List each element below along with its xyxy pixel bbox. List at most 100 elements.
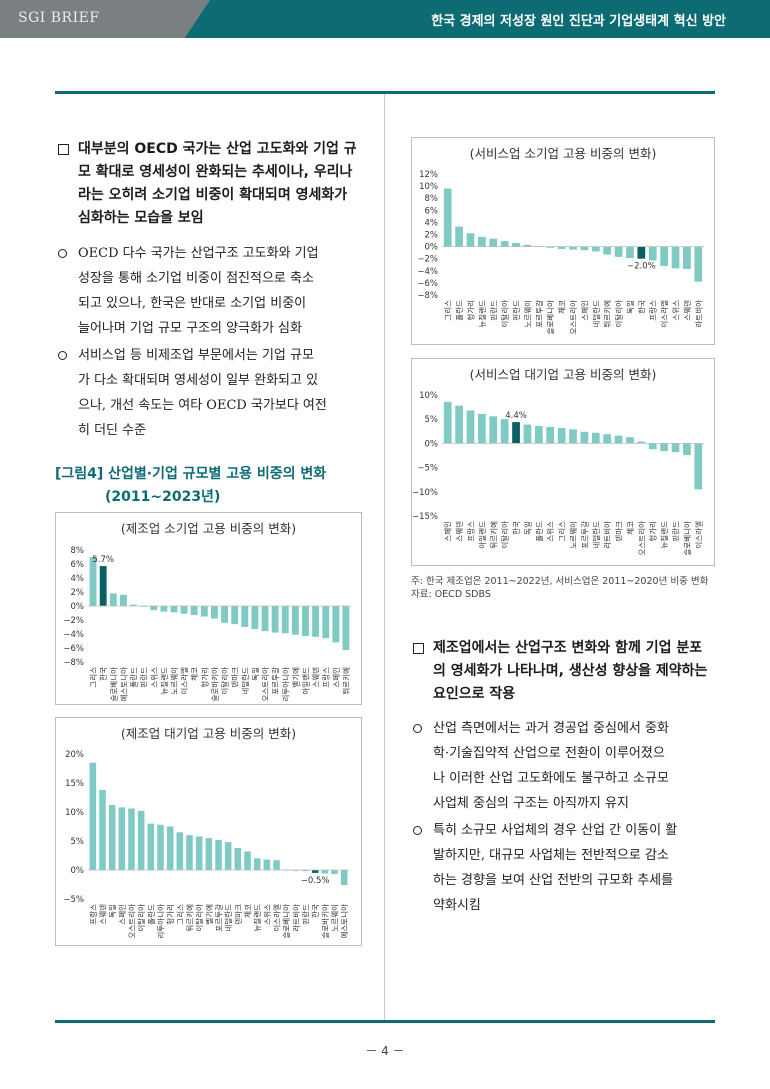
bullet-3-line: 나 이러한 산업 고도화에도 불구하고 소규모: [433, 771, 669, 786]
x-tick-label: 스위스: [263, 904, 272, 925]
bar: [170, 606, 178, 613]
chart-note: 주: 한국 제조업은 2011~2022년, 서비스업은 2011~2020년 …: [411, 575, 721, 601]
x-tick-label: 이스라엘: [272, 904, 282, 932]
bar: [671, 443, 680, 453]
x-tick-label: 슬로베니아: [682, 521, 692, 556]
y-tick-label: 0%: [71, 866, 85, 876]
bar: [292, 870, 300, 871]
x-tick-label: 그리스: [558, 521, 567, 542]
x-tick-label: 덴마크: [615, 521, 624, 542]
bar: [342, 606, 350, 651]
x-tick-label: 오스트리아: [260, 667, 270, 702]
x-tick-label: 벨기에: [205, 904, 214, 925]
x-tick-label: 헝가리: [466, 300, 475, 321]
bar: [215, 839, 222, 870]
x-tick-label: 헝가리: [166, 904, 175, 925]
x-tick-label: 체코: [625, 521, 635, 535]
x-tick-label: 노르웨이: [568, 521, 578, 549]
bar: [648, 246, 657, 261]
x-tick-label: 체코: [243, 904, 253, 918]
y-tick-label: −5%: [63, 895, 84, 905]
x-tick-label: 핀란드: [139, 667, 149, 688]
bar: [160, 606, 168, 612]
bar: [637, 246, 646, 259]
x-tick-label: 독일: [108, 904, 117, 918]
header-bar: SGI BRIEF 한국 경제의 저성장 원인 진단과 기업생태계 혁신 방안: [0, 0, 770, 38]
x-tick-label: 스페인: [443, 521, 453, 542]
x-tick-label: 핀란드: [671, 521, 681, 542]
x-tick-label: 이탈리아: [500, 300, 510, 328]
chart-manufacturing-large: (제조업 대기업 고용 비중의 변화) 20% 15% 10% 5% 0% −5% 프랑스 스웨…: [55, 717, 362, 946]
bullet-2-line: 서비스업 등 비제조업 부문에서는 기업 규모: [78, 348, 314, 363]
y-tick-label: 5%: [71, 837, 85, 847]
x-tick-label: 네덜란드: [591, 521, 601, 549]
bar: [231, 606, 239, 625]
bar: [150, 606, 158, 611]
bar: [302, 606, 309, 637]
bar: [557, 246, 566, 250]
x-tick-label: 뉴질랜드: [477, 300, 487, 328]
bar: [455, 226, 463, 247]
highlight-value-label: −0.5%: [301, 876, 330, 886]
x-tick-label: 벨기에: [291, 667, 300, 688]
chart-title: (서비스업 소기업 고용 비중의 변화): [470, 146, 657, 161]
x-tick-label: 라트비아: [602, 521, 612, 549]
bar: [190, 606, 198, 616]
chart-services-large: (서비스업 대기업 고용 비중의 변화) 10% 5% 0% −5% −10% −15% 스페…: [411, 358, 715, 566]
y-tick-label: 12%: [419, 170, 438, 180]
x-tick-label: 리투아니아: [156, 904, 166, 939]
y-tick-label: −4%: [63, 630, 84, 640]
x-tick-label: 폴란드: [129, 667, 139, 688]
x-tick-label: 라트비아: [693, 300, 703, 328]
bullet-4-line: 약화시킴: [433, 898, 481, 913]
bar: [694, 443, 703, 490]
key-point-2-line: 요인으로 작용: [433, 686, 516, 702]
bar: [614, 435, 623, 444]
y-tick-label: 5%: [425, 415, 439, 425]
bar: [580, 431, 589, 444]
x-tick-label: 리투아니아: [280, 667, 290, 702]
bullet-1-line: 되고 있으나, 한국은 반대로 소기업 비중이: [78, 296, 307, 311]
x-tick-label: 아일랜드: [477, 521, 487, 549]
figure-subtitle: (2011~2023년): [105, 489, 221, 505]
x-tick-label: 튀르키예: [488, 521, 498, 549]
bar: [166, 826, 174, 870]
x-tick-label: 핀란드: [301, 904, 311, 925]
bar: [263, 859, 271, 870]
highlight-value-label: −2.0%: [627, 262, 656, 272]
bar: [312, 606, 320, 637]
bar: [512, 242, 520, 247]
bar: [340, 870, 348, 886]
x-tick-label: 오스트리아: [568, 300, 578, 335]
x-tick-label: 오스트리아: [127, 904, 137, 939]
key-point-2-line: 의 영세화가 나타나며, 생산성 향상을 제약하는: [433, 663, 708, 679]
x-tick-label: 슬로베니아: [545, 300, 555, 335]
bar: [332, 606, 340, 643]
bar: [580, 246, 589, 251]
bar: [271, 606, 279, 633]
square-bullet-icon: [58, 144, 69, 155]
y-tick-label: −4%: [417, 267, 438, 277]
y-tick-label: 8%: [425, 194, 439, 204]
x-tick-label: 이탈리아: [220, 667, 230, 695]
square-bullet-icon: [413, 643, 424, 654]
y-tick-label: 0%: [71, 602, 85, 612]
chart-svg: (서비스업 소기업 고용 비중의 변화) 12% 10% 8% 6% 4% 2% 0% −2% −…: [417, 146, 704, 335]
y-tick-label: 20%: [65, 750, 84, 760]
y-tick-label: −5%: [417, 464, 438, 474]
x-tick-label: 이탈리아: [614, 300, 624, 328]
x-tick-label: 스웨덴: [312, 667, 321, 688]
highlight-value-label: 4.4%: [505, 411, 527, 421]
bullet-2: 서비스업 등 비제조업 부문에서는 기업 규모 가 다소 확대되며 영세성이 일…: [58, 343, 378, 443]
x-tick-label: 튀르키예: [341, 667, 351, 695]
bar: [118, 807, 126, 870]
bar: [648, 443, 657, 450]
bar: [523, 244, 532, 247]
bar: [89, 557, 97, 606]
x-tick-label: 폴란드: [534, 521, 544, 542]
bar: [569, 429, 577, 444]
bar: [455, 405, 463, 444]
y-tick-label: 4%: [71, 574, 85, 584]
x-tick-label: 스위스: [150, 667, 159, 688]
bar: [251, 606, 259, 630]
